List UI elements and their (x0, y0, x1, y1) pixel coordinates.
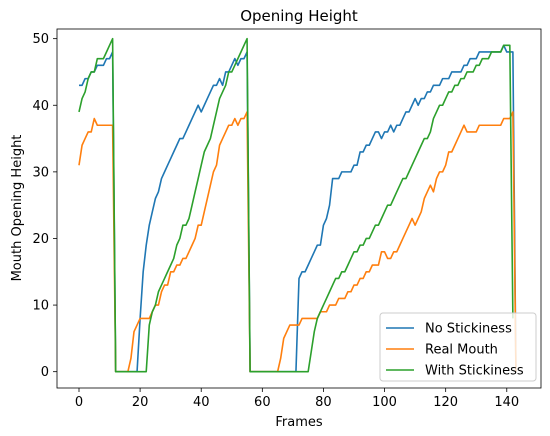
x-tick-label: 80 (315, 395, 332, 410)
x-tick-label: 120 (433, 395, 458, 410)
y-tick-label: 30 (32, 165, 49, 180)
y-tick-label: 50 (32, 32, 49, 47)
x-tick-label: 60 (254, 395, 271, 410)
series-line-with-stickiness (78, 37, 514, 373)
plot-frame (56, 28, 542, 389)
legend-box (379, 312, 537, 382)
y-axis-ticks: 0 10 20 30 40 50 (32, 32, 57, 380)
y-tick-label: 20 (32, 232, 49, 247)
x-axis-label: Frames (275, 415, 323, 430)
legend-label-with-stickiness: With Stickiness (425, 364, 524, 379)
legend: No Stickiness Real Mouth With Stickiness (379, 312, 537, 382)
x-tick-label: 20 (132, 395, 149, 410)
y-axis-label: Mouth Opening Height (10, 135, 25, 282)
series-line-no-stickiness (79, 44, 517, 373)
x-tick-label: 0 (75, 395, 83, 410)
legend-label-real-mouth: Real Mouth (425, 343, 498, 358)
y-tick-label: 40 (32, 99, 49, 114)
series-line-real-mouth (78, 111, 517, 373)
legend-label-no-stickiness: No Stickiness (425, 322, 512, 337)
series-layer (78, 37, 517, 373)
x-tick-label: 40 (193, 395, 210, 410)
chart-title: Opening Height (240, 7, 358, 25)
x-tick-label: 140 (494, 395, 519, 410)
x-tick-label: 100 (372, 395, 397, 410)
x-axis-ticks: 0 20 40 60 80 100 120 140 (75, 388, 519, 410)
y-tick-label: 0 (41, 365, 49, 380)
y-tick-label: 10 (32, 299, 49, 314)
